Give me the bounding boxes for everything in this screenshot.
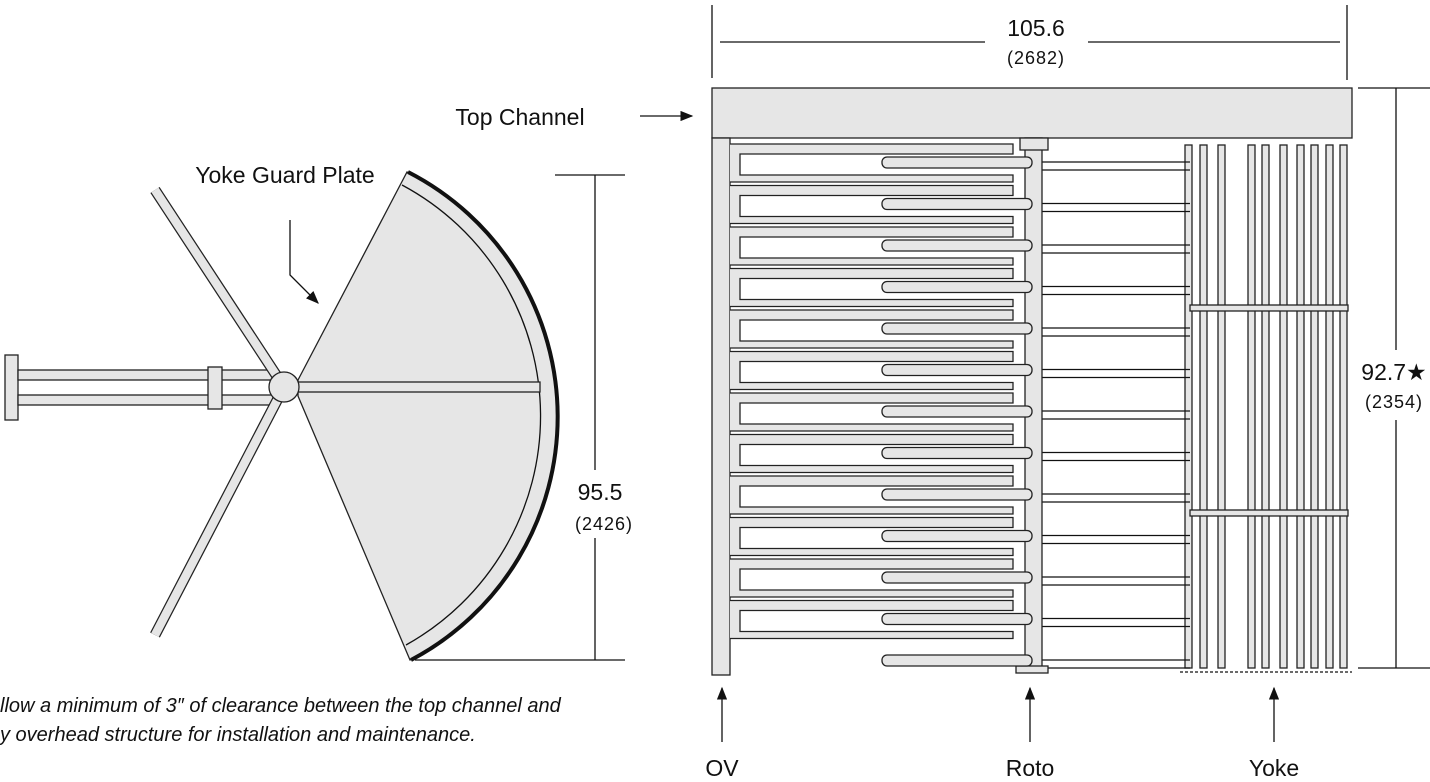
yoke-band <box>1189 304 1349 312</box>
rail <box>17 369 274 381</box>
fixed-arm <box>730 516 1014 557</box>
fixed-arm <box>730 392 1014 432</box>
yoke-bar <box>1217 144 1226 669</box>
yoke-bar <box>1199 144 1208 669</box>
roto-post <box>1024 137 1043 669</box>
guard-arc-inner <box>401 184 542 646</box>
yoke-bar <box>1339 144 1348 669</box>
fixed-arm <box>730 558 1014 598</box>
rotor-arm <box>881 446 1033 460</box>
elevation-view: Top Channel <box>455 87 1353 676</box>
dim-mm: (2426) <box>575 514 633 534</box>
dim-mm: (2354) <box>1365 392 1423 412</box>
note-line: y overhead structure for installation an… <box>0 724 476 746</box>
roto-label: Roto <box>1006 755 1055 781</box>
rotor-arm <box>881 322 1033 335</box>
rotor-arm <box>881 571 1033 584</box>
roto-cap <box>1019 137 1049 151</box>
fixed-arm <box>730 309 1014 349</box>
top-channel <box>711 87 1353 139</box>
rotor-arm <box>881 529 1033 543</box>
fixed-arm <box>730 226 1014 266</box>
hub <box>268 371 300 403</box>
note-line: llow a minimum of 3″ of clearance betwee… <box>0 695 562 717</box>
rotor-arm <box>881 197 1033 211</box>
plan-view: Yoke Guard Plate 95.5 (2426) <box>4 162 633 662</box>
dim-inches: 95.5 <box>578 479 623 505</box>
fixed-arm <box>730 350 1014 391</box>
ov-label: OV <box>705 755 739 781</box>
yoke-guard-plate-label: Yoke Guard Plate <box>195 162 374 188</box>
arm-fill <box>151 385 288 637</box>
yoke-bar <box>1296 144 1305 669</box>
fixed-arm <box>730 433 1014 474</box>
pointer-arrow <box>289 220 319 304</box>
rotor-arm <box>881 363 1033 377</box>
rotor-arm <box>881 405 1033 418</box>
yoke-bar <box>1261 144 1270 669</box>
arm-fill <box>151 187 288 390</box>
fixed-arm <box>730 267 1014 308</box>
dim-mm: (2682) <box>1007 48 1065 68</box>
yoke-band <box>1189 509 1349 517</box>
rotor-arm <box>881 239 1033 252</box>
fixed-arm <box>730 475 1014 515</box>
yoke-label: Yoke <box>1249 755 1299 781</box>
rotor-arm <box>881 488 1033 501</box>
arm <box>283 381 541 393</box>
fixed-arm <box>730 143 1014 183</box>
roto-base <box>1015 665 1049 674</box>
fixed-arm <box>730 184 1014 225</box>
fixed-arm <box>730 599 1014 640</box>
yoke-guard-plate <box>297 171 558 661</box>
rotor-arm <box>881 654 1033 667</box>
yoke-bar <box>1184 144 1193 669</box>
rail-clamp <box>207 366 223 410</box>
top-channel-label: Top Channel <box>455 104 584 130</box>
rotor-arm <box>881 156 1033 169</box>
yoke-bar <box>1279 144 1288 669</box>
dim-inches: 105.6 <box>1007 15 1065 41</box>
dim-inches: 92.7★ <box>1361 359 1426 385</box>
yoke-bar <box>1247 144 1256 669</box>
rotor-arm <box>881 612 1033 626</box>
yoke-bar <box>1325 144 1334 669</box>
rail <box>17 394 274 406</box>
ov-post <box>711 137 731 676</box>
base-plate <box>4 354 19 421</box>
yoke-bar <box>1310 144 1319 669</box>
rotor-arm <box>881 280 1033 294</box>
guard-arc-edge <box>407 170 560 662</box>
